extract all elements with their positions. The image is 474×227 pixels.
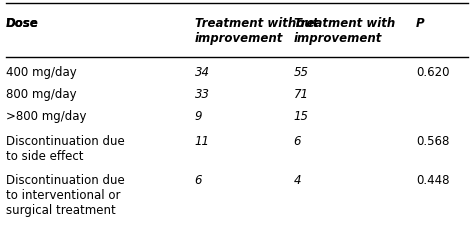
Text: 33: 33 — [195, 88, 210, 101]
Text: 15: 15 — [293, 110, 309, 123]
Text: Treatment with
improvement: Treatment with improvement — [293, 17, 395, 45]
Text: 4: 4 — [293, 173, 301, 186]
Text: Dose: Dose — [6, 17, 39, 30]
Text: >800 mg/day: >800 mg/day — [6, 110, 87, 123]
Text: 0.448: 0.448 — [416, 173, 449, 186]
Text: 6: 6 — [293, 134, 301, 147]
Text: Dose: Dose — [6, 17, 39, 30]
Text: Discontinuation due
to side effect: Discontinuation due to side effect — [6, 134, 125, 162]
Text: 800 mg/day: 800 mg/day — [6, 88, 77, 101]
Text: 400 mg/day: 400 mg/day — [6, 66, 77, 79]
Text: P: P — [416, 17, 425, 30]
Text: Discontinuation due
to interventional or
surgical treatment: Discontinuation due to interventional or… — [6, 173, 125, 216]
Text: 9: 9 — [195, 110, 202, 123]
Text: Treatment without
improvement: Treatment without improvement — [195, 17, 318, 45]
Text: 71: 71 — [293, 88, 309, 101]
Text: 0.620: 0.620 — [416, 66, 449, 79]
Text: 55: 55 — [293, 66, 309, 79]
Text: 34: 34 — [195, 66, 210, 79]
Text: 0.568: 0.568 — [416, 134, 449, 147]
Text: 11: 11 — [195, 134, 210, 147]
Text: 6: 6 — [195, 173, 202, 186]
